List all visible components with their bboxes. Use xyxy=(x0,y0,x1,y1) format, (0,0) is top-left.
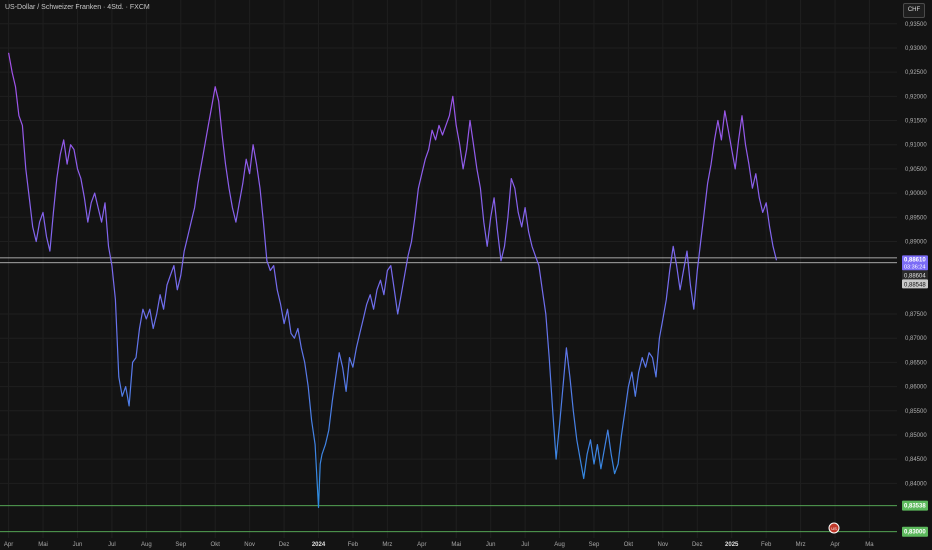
support-price-tag xyxy=(902,526,928,537)
event-badge-label: US xyxy=(831,526,837,531)
x-tick-label: Mai xyxy=(451,542,461,548)
y-axis[interactable]: 0,93500 0,93000 0,92500 0,92000 0,91500 0,910… xyxy=(905,22,927,488)
y-tick-label: 0,92500 xyxy=(905,70,927,76)
y-tick-label: 0,86000 xyxy=(905,385,927,391)
x-tick-label: Ma xyxy=(865,542,874,548)
currency-button[interactable]: CHF xyxy=(903,3,925,18)
x-tick-label: Okt xyxy=(624,542,634,548)
x-tick-label: Jun xyxy=(73,542,83,548)
price-series-line xyxy=(8,52,778,509)
current-price-tag xyxy=(902,255,928,271)
bid-ask-price-tag xyxy=(902,270,928,280)
x-tick-label: Sep xyxy=(175,542,186,548)
x-tick-label: Sep xyxy=(589,542,600,548)
grid xyxy=(0,0,897,538)
y-tick-label: 0,84500 xyxy=(905,457,927,463)
x-tick-label: 2024 xyxy=(312,542,326,548)
chart-title: US-Dollar / Schweizer Franken · 4Std. · … xyxy=(5,4,150,11)
x-tick-label: 2025 xyxy=(725,542,739,548)
x-tick-label: Apr xyxy=(417,542,426,548)
y-tick-label: 0,89500 xyxy=(905,215,927,221)
support-price-label: 0,83000 xyxy=(904,530,926,536)
y-tick-label: 0,86500 xyxy=(905,360,927,366)
x-tick-label: Feb xyxy=(348,542,359,548)
y-tick-label: 0,93500 xyxy=(905,22,927,28)
x-tick-label: Aug xyxy=(554,542,565,548)
y-tick-label: 0,84000 xyxy=(905,481,927,487)
y-tick-label: 0,91000 xyxy=(905,143,927,149)
x-tick-label: Jun xyxy=(486,542,496,548)
reference-lines xyxy=(0,257,897,533)
y-tick-label: 0,90500 xyxy=(905,167,927,173)
x-tick-label: Nov xyxy=(658,542,669,548)
y-tick-label: 0,89000 xyxy=(905,239,927,245)
x-tick-label: Dez xyxy=(279,542,290,548)
x-tick-label: Jul xyxy=(521,542,529,548)
y-tick-label: 0,93000 xyxy=(905,46,927,52)
x-tick-label: Aug xyxy=(141,542,152,548)
countdown-label: 03:36:24 xyxy=(904,264,925,270)
support-price-tag xyxy=(902,500,928,511)
bid-ask-price-label: 0,88604 xyxy=(904,273,926,279)
x-tick-label: Apr xyxy=(4,542,13,548)
event-badge[interactable]: US xyxy=(828,522,840,534)
y-tick-label: 0,87000 xyxy=(905,336,927,342)
y-tick-label: 0,90000 xyxy=(905,191,927,197)
x-tick-label: Mrz xyxy=(382,542,392,548)
y-tick-label: 0,85000 xyxy=(905,433,927,439)
x-tick-label: Feb xyxy=(761,542,772,548)
x-tick-label: Mai xyxy=(38,542,48,548)
x-tick-label: Okt xyxy=(211,542,221,548)
x-tick-label: Mrz xyxy=(796,542,806,548)
x-tick-label: Apr xyxy=(830,542,839,548)
us-flag-icon[interactable] xyxy=(828,522,840,534)
bid-ask-price-tag xyxy=(902,279,928,289)
x-tick-label: Dez xyxy=(692,542,703,548)
y-tick-label: 0,85500 xyxy=(905,409,927,415)
current-price-label: 0,88610 xyxy=(904,257,926,263)
x-tick-label: Nov xyxy=(244,542,255,548)
x-tick-label: Jul xyxy=(108,542,116,548)
bid-ask-price-label: 0,88548 xyxy=(904,282,926,288)
y-tick-label: 0,91500 xyxy=(905,119,927,125)
y-tick-label: 0,92000 xyxy=(905,94,927,100)
x-axis[interactable]: Apr Mai Jun Jul Aug Sep Okt Nov Dez 2024 Feb Mrz Apr… xyxy=(4,542,874,548)
y-tick-label: 0,87500 xyxy=(905,312,927,318)
support-price-label: 0,83538 xyxy=(904,504,926,510)
